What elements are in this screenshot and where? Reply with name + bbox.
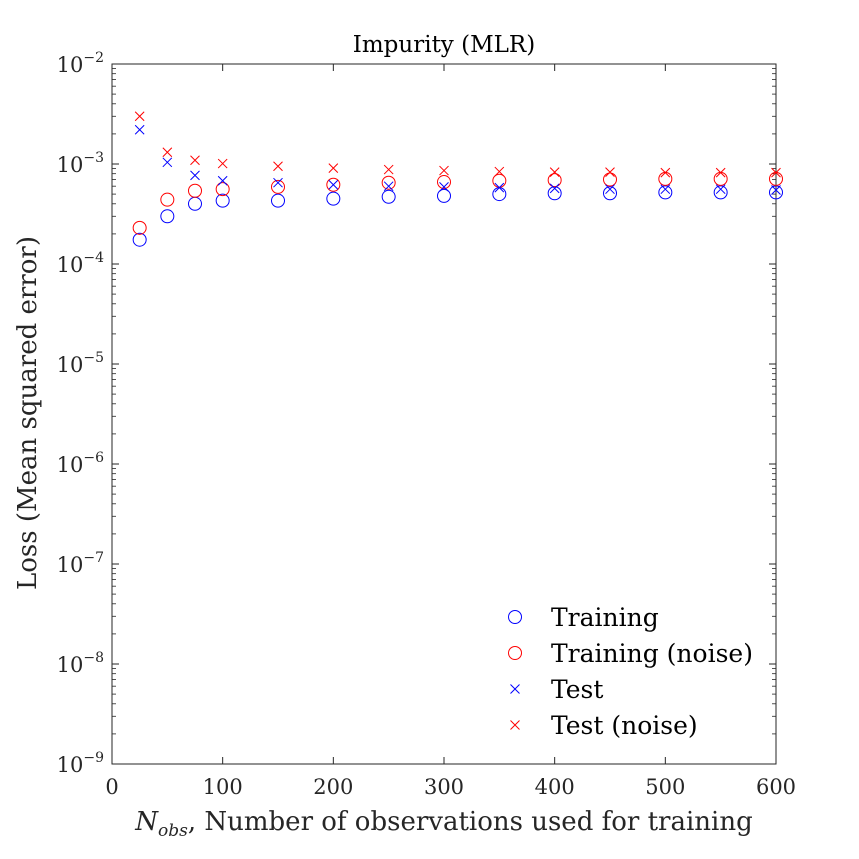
legend-marker-cross [510, 720, 520, 730]
x-tick-label: 400 [535, 775, 575, 799]
data-point-cross [715, 184, 726, 195]
y-axis: 10−2 10−3 10−4 10−5 10−6 10−7 10−8 10−9 [57, 50, 776, 777]
series-test-noise [134, 111, 781, 178]
data-point-circle [658, 185, 673, 200]
legend-label: Training (noise) [551, 639, 753, 668]
data-point-circle [603, 186, 617, 201]
data-point-cross [162, 157, 173, 168]
data-point-circle [188, 183, 202, 198]
y-tick-label: 10−7 [57, 550, 104, 577]
data-point-cross [162, 147, 173, 158]
data-point-cross [217, 158, 228, 169]
data-point-circle [437, 175, 451, 190]
y-tick-label: 10−9 [57, 750, 104, 777]
data-point-circle [437, 188, 451, 203]
x-tick-label: 600 [756, 775, 796, 799]
y-tick-label: 10−3 [57, 150, 104, 177]
data-point-circle [326, 177, 341, 192]
data-point-circle [132, 232, 147, 247]
data-point-cross [605, 167, 615, 177]
x-axis-title: Nobs, Number of observations used for tr… [134, 807, 752, 841]
data-point-cross [549, 167, 560, 177]
data-point-cross [605, 184, 615, 195]
series-test [134, 124, 781, 195]
x-axis: 0 100 200 300 400 500 600 [105, 64, 796, 799]
x-axis-title-symbol: N [134, 807, 159, 837]
data-point-circle [713, 185, 728, 200]
data-point-cross [134, 124, 145, 135]
x-tick-label: 0 [105, 775, 118, 799]
data-point-cross [494, 166, 505, 177]
legend-marker-circle [508, 646, 522, 660]
data-point-cross [217, 175, 228, 186]
data-point-cross [383, 181, 394, 192]
data-point-circle [271, 193, 285, 208]
x-axis-title-text: , Number of observations used for traini… [188, 807, 753, 837]
x-tick-label: 300 [424, 775, 464, 799]
data-point-cross [771, 185, 781, 195]
data-point-cross [771, 167, 781, 178]
x-tick-label: 100 [203, 775, 243, 799]
x-tick-label: 200 [313, 775, 353, 799]
data-point-circle [160, 192, 175, 207]
legend: Training Training (noise) Test Test (noise) [508, 603, 753, 740]
data-point-circle [547, 173, 562, 188]
data-point-cross [660, 184, 671, 195]
data-point-circle [603, 172, 617, 187]
data-point-circle [132, 220, 147, 235]
data-point-cross [273, 161, 283, 172]
data-point-cross [134, 111, 145, 122]
data-point-circle [381, 175, 396, 190]
data-point-cross [190, 155, 200, 166]
data-point-cross [494, 182, 505, 193]
x-axis-title-subscript: obs [158, 821, 188, 841]
y-tick-label: 10−6 [57, 450, 104, 477]
data-point-circle [215, 182, 230, 197]
data-point-circle [769, 185, 783, 200]
data-point-circle [215, 193, 230, 208]
data-marks [132, 111, 783, 247]
x-tick-label: 500 [645, 775, 685, 799]
legend-marker-circle [508, 610, 522, 624]
y-tick-label: 10−2 [57, 50, 104, 77]
data-point-cross [190, 170, 200, 181]
y-tick-label: 10−8 [57, 650, 104, 677]
series-training [132, 185, 783, 247]
data-point-cross [715, 167, 726, 178]
data-point-circle [271, 179, 285, 194]
data-point-cross [439, 182, 449, 192]
data-point-cross [383, 164, 394, 175]
legend-label: Training [551, 603, 659, 632]
data-point-cross [660, 167, 671, 178]
legend-label: Test [551, 675, 603, 704]
legend-marker-cross [510, 684, 520, 694]
data-point-cross [439, 165, 449, 176]
data-point-cross [328, 179, 339, 190]
legend-label: Test (noise) [551, 711, 698, 740]
y-tick-label: 10−4 [57, 250, 104, 277]
data-point-cross [273, 177, 283, 188]
data-point-circle [160, 209, 175, 224]
data-point-cross [328, 163, 339, 173]
data-point-circle [326, 191, 341, 206]
y-tick-label: 10−5 [57, 350, 104, 377]
chart-title: Impurity (MLR) [353, 32, 535, 58]
data-point-cross [549, 183, 560, 194]
data-point-circle [381, 189, 396, 204]
y-axis-title: Loss (Mean squared error) [13, 236, 43, 590]
